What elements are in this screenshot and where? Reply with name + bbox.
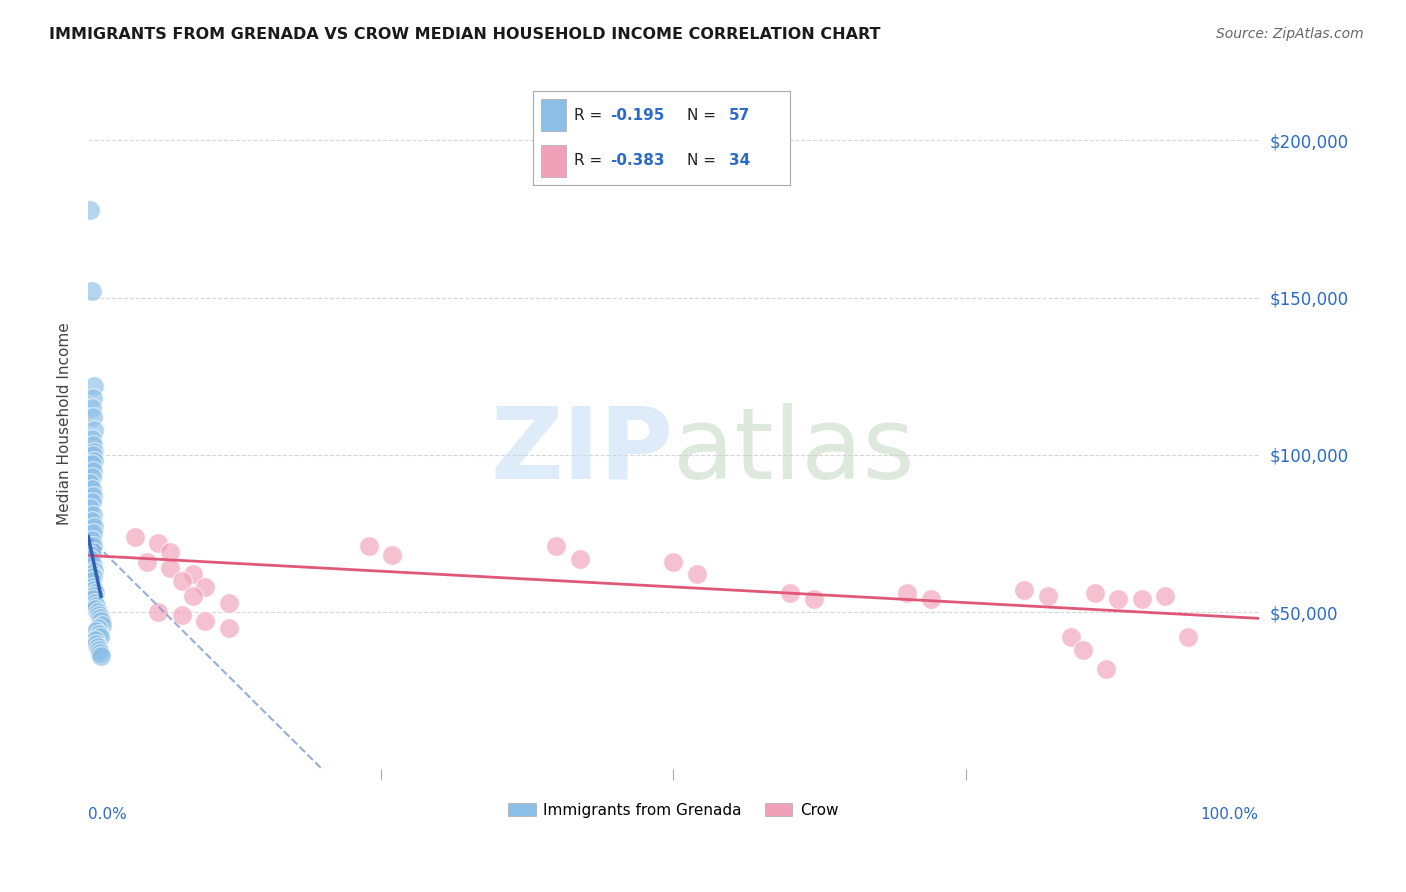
Point (82, 508, 104, 522)
Point (86, 624, 108, 638)
Point (148, 536, 170, 550)
Point (89, 646, 111, 660)
Text: 100.0%: 100.0% (1201, 807, 1258, 822)
Point (80, 514, 103, 528)
Point (91, 617, 114, 632)
Point (686, 567, 709, 582)
Point (381, 549, 404, 563)
Point (568, 551, 591, 566)
Point (1036, 590, 1059, 604)
Point (87, 608, 110, 623)
Y-axis label: Median Household Income: Median Household Income (58, 322, 72, 524)
Point (82, 526, 104, 541)
Point (1130, 592, 1153, 607)
Point (86, 636, 108, 650)
Point (194, 580, 217, 594)
Point (218, 621, 240, 635)
Point (1154, 590, 1177, 604)
Point (1060, 630, 1083, 644)
Text: IMMIGRANTS FROM GRENADA VS CROW MEDIAN HOUSEHOLD INCOME CORRELATION CHART: IMMIGRANTS FROM GRENADA VS CROW MEDIAN H… (49, 27, 880, 42)
Point (80, 401, 103, 415)
Point (80, 574, 103, 588)
Point (1084, 586, 1107, 600)
Point (80, 285, 103, 299)
Point (80, 495, 103, 509)
Point (83, 564, 105, 578)
Point (87, 627, 110, 641)
Point (1014, 582, 1036, 597)
Text: 0.0%: 0.0% (89, 807, 127, 822)
Point (86, 605, 108, 619)
Point (1071, 642, 1094, 657)
Point (80, 545, 103, 559)
Point (80, 457, 103, 471)
Point (82, 438, 104, 452)
Point (83, 423, 105, 437)
Point (86, 599, 108, 613)
Point (90, 649, 112, 664)
Point (920, 592, 942, 607)
Point (80, 533, 103, 547)
Point (82, 391, 104, 405)
Point (803, 592, 825, 607)
Point (194, 615, 217, 629)
Point (183, 567, 205, 582)
Point (662, 555, 685, 569)
Point (546, 539, 568, 553)
Point (82, 489, 104, 503)
Point (896, 586, 918, 600)
Point (82, 448, 104, 462)
Point (79, 501, 101, 516)
Point (1177, 630, 1199, 644)
Point (82, 410, 104, 425)
Point (84, 596, 107, 610)
Point (159, 561, 181, 575)
Point (82, 592, 104, 607)
Point (218, 596, 240, 610)
Point (89, 630, 111, 644)
Point (779, 586, 801, 600)
Point (124, 530, 146, 544)
Point (357, 539, 380, 553)
Text: ZIP: ZIP (491, 402, 673, 500)
Point (170, 608, 193, 623)
Point (80, 549, 103, 563)
Point (80, 483, 103, 497)
Point (79, 202, 101, 217)
Point (83, 590, 105, 604)
Point (84, 633, 107, 648)
Point (1095, 662, 1118, 676)
Point (79, 476, 101, 491)
Point (183, 590, 205, 604)
Point (82, 558, 104, 572)
Point (84, 602, 107, 616)
Point (82, 580, 104, 594)
Point (86, 640, 108, 654)
Point (83, 444, 105, 458)
Text: Source: ZipAtlas.com: Source: ZipAtlas.com (1216, 27, 1364, 41)
Point (82, 570, 104, 584)
Point (90, 615, 112, 629)
Legend: Immigrants from Grenada, Crow: Immigrants from Grenada, Crow (502, 797, 845, 824)
Point (83, 582, 105, 597)
Point (80, 470, 103, 484)
Point (89, 611, 111, 625)
Point (86, 621, 108, 635)
Point (84, 586, 107, 600)
Point (1107, 592, 1129, 607)
Point (83, 378, 105, 392)
Point (79, 551, 101, 566)
Point (82, 464, 104, 478)
Point (87, 642, 110, 657)
Point (148, 605, 170, 619)
Point (80, 432, 103, 446)
Point (80, 567, 103, 582)
Text: atlas: atlas (673, 402, 915, 500)
Point (83, 520, 105, 534)
Point (170, 574, 193, 588)
Point (83, 454, 105, 468)
Point (159, 545, 181, 559)
Point (82, 539, 104, 553)
Point (135, 555, 157, 569)
